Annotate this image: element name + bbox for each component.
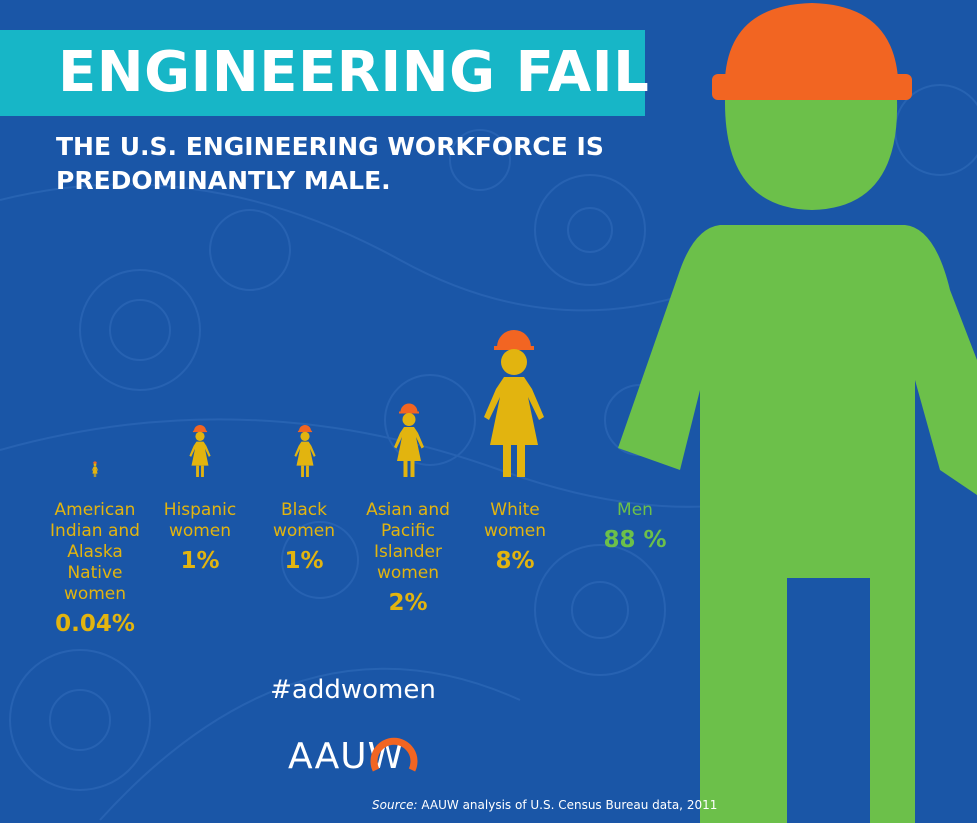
category-label-2: Black women [252, 500, 356, 542]
category-percent-1: 1% [180, 548, 220, 574]
source-note: Source: AAUW analysis of U.S. Census Bur… [372, 798, 717, 812]
category-percent-2: 1% [284, 548, 324, 574]
source-text: AAUW analysis of U.S. Census Bureau data… [421, 798, 718, 812]
category-label-line: women [376, 563, 440, 583]
category-percent-3: 2% [388, 590, 428, 616]
category-label-line: Black [281, 500, 327, 520]
title-banner: ENGINEERING FAIL [0, 30, 649, 116]
source-label: Source: [372, 798, 418, 812]
category-label-line: women [272, 521, 336, 541]
category-label-line: Asian and [366, 500, 450, 520]
man-figure [618, 3, 977, 823]
aauw-logo-arc-icon [370, 737, 418, 772]
helmet-icon [725, 3, 898, 78]
category-label-0: American Indian and Alaska Native women [40, 500, 150, 605]
category-label-line: Men [617, 500, 653, 520]
category-label-line: Hispanic [163, 500, 237, 520]
category-label-line: women [168, 521, 232, 541]
category-percent-4: 8% [495, 548, 535, 574]
category-label-3: Asian and Pacific Islander women [352, 500, 464, 584]
category-label-line: Native [67, 563, 123, 583]
category-percent-5: 88 % [603, 527, 667, 553]
category-label-1: Hispanic women [148, 500, 252, 542]
page-title: ENGINEERING FAIL [58, 40, 650, 105]
hashtag: #addwomen [270, 675, 436, 705]
category-label-line: women [63, 584, 127, 604]
category-label-line: Alaska [67, 542, 123, 562]
woman-figure-0 [91, 461, 99, 477]
woman-figure-2 [294, 425, 316, 477]
woman-figure-4 [484, 330, 544, 477]
category-percent-0: 0.04% [55, 611, 135, 637]
category-label-line: women [483, 521, 547, 541]
page-subtitle: THE U.S. ENGINEERING WORKFORCE IS PREDOM… [56, 132, 604, 195]
category-label-line: Indian and [50, 521, 140, 541]
woman-figure-1 [189, 425, 211, 477]
category-label-line: American [54, 500, 136, 520]
category-label-5: Men [590, 500, 680, 521]
category-label-line: Pacific [380, 521, 436, 541]
category-label-line: White [490, 500, 540, 520]
category-label-4: White women [466, 500, 564, 542]
woman-figure-3 [394, 403, 424, 477]
category-label-line: Islander [373, 542, 443, 562]
